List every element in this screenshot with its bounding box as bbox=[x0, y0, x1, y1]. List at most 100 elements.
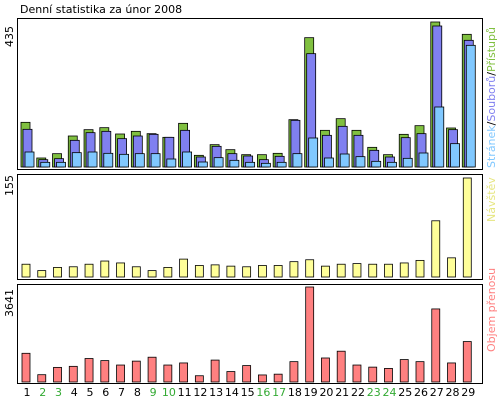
x-tick-label: 20 bbox=[319, 386, 334, 399]
x-tick-label: 25 bbox=[398, 386, 413, 399]
visits-bar bbox=[21, 263, 31, 278]
pages-bar bbox=[324, 157, 334, 168]
pages-bar bbox=[308, 137, 319, 168]
visits-bar bbox=[289, 261, 299, 278]
visits-bar bbox=[305, 259, 315, 278]
pages-bar bbox=[56, 161, 66, 168]
pages-bar bbox=[213, 157, 224, 168]
pages-bar bbox=[119, 153, 129, 168]
pages-bar bbox=[339, 153, 350, 168]
volume-bar bbox=[431, 308, 441, 383]
visits-bar bbox=[100, 260, 110, 278]
volume-bar bbox=[273, 373, 283, 383]
x-tick-label: 10 bbox=[161, 386, 176, 399]
pages-bar bbox=[465, 44, 476, 168]
volume-bar bbox=[179, 362, 189, 383]
visits-bar bbox=[352, 263, 362, 278]
visits-bar bbox=[447, 257, 456, 278]
pages-bar bbox=[292, 153, 303, 168]
pages-bar bbox=[355, 156, 366, 168]
volume-bar bbox=[226, 371, 236, 383]
x-tick-label: 13 bbox=[209, 386, 224, 399]
x-tick-label: 2 bbox=[39, 386, 47, 399]
x-tick-label: 9 bbox=[149, 386, 157, 399]
visits-bar bbox=[179, 258, 189, 278]
pages-bar bbox=[197, 161, 208, 168]
x-tick-label: 15 bbox=[240, 386, 255, 399]
volume-bar bbox=[37, 374, 47, 383]
pages-bar bbox=[387, 161, 397, 168]
visits-bar bbox=[336, 263, 346, 278]
volume-bar bbox=[116, 364, 125, 383]
volume-bar bbox=[53, 366, 62, 383]
pages-bar bbox=[371, 160, 382, 168]
visits-bar bbox=[242, 266, 252, 278]
x-tick-label: 22 bbox=[350, 386, 365, 399]
x-tick-label: 6 bbox=[102, 386, 110, 399]
x-tick-label: 7 bbox=[118, 386, 126, 399]
pages-bar bbox=[150, 153, 161, 168]
x-tick-label: 27 bbox=[429, 386, 444, 399]
volume-bar bbox=[210, 359, 220, 383]
volume-bar bbox=[257, 374, 267, 383]
volume-bar bbox=[336, 350, 346, 383]
pages-bar bbox=[434, 106, 445, 168]
volume-bar bbox=[84, 358, 94, 383]
x-tick-label: 17 bbox=[272, 386, 287, 399]
pages-bar bbox=[276, 161, 287, 168]
volume-bar bbox=[21, 352, 31, 383]
volume-bar bbox=[415, 361, 425, 383]
visits-bar bbox=[462, 177, 472, 278]
pages-bar bbox=[87, 151, 98, 168]
x-tick-label: 21 bbox=[335, 386, 350, 399]
volume-bar bbox=[163, 364, 173, 383]
visits-bar bbox=[163, 267, 173, 278]
visits-bar bbox=[415, 259, 425, 278]
volume-bar bbox=[68, 365, 78, 383]
visits-bar bbox=[131, 266, 141, 278]
pages-bar bbox=[71, 152, 82, 168]
pages-bar bbox=[40, 161, 51, 168]
visits-bar bbox=[321, 265, 330, 278]
volume-bar bbox=[462, 341, 472, 383]
x-tick-label: 16 bbox=[256, 386, 271, 399]
x-tick-label: 3 bbox=[55, 386, 63, 399]
visits-bar bbox=[68, 266, 78, 278]
pages-bar bbox=[245, 161, 256, 168]
visits-bar bbox=[399, 262, 409, 278]
volume-bar bbox=[147, 356, 157, 383]
x-tick-label: 19 bbox=[303, 386, 318, 399]
pages-bar bbox=[24, 151, 35, 168]
visits-bar bbox=[53, 267, 62, 278]
visits-bar bbox=[37, 270, 47, 278]
visits-bar bbox=[226, 265, 236, 278]
x-tick-label: 29 bbox=[461, 386, 476, 399]
x-tick-label: 12 bbox=[193, 386, 208, 399]
visits-bar bbox=[147, 270, 157, 278]
x-tick-label: 5 bbox=[86, 386, 94, 399]
volume-bar bbox=[352, 364, 362, 383]
volume-bar bbox=[242, 365, 252, 383]
volume-bar bbox=[289, 361, 299, 383]
visits-bar bbox=[194, 265, 204, 278]
x-tick-label: 23 bbox=[366, 386, 381, 399]
pages-bar bbox=[450, 143, 460, 168]
pages-bar bbox=[418, 152, 429, 168]
x-tick-label: 14 bbox=[224, 386, 239, 399]
visits-bar bbox=[384, 263, 393, 278]
x-tick-label: 11 bbox=[177, 386, 192, 399]
x-tick-label: 18 bbox=[287, 386, 302, 399]
pages-bar bbox=[182, 151, 193, 168]
pages-bar bbox=[134, 153, 145, 168]
volume-bar bbox=[447, 362, 456, 383]
volume-bar bbox=[100, 360, 110, 383]
visits-bar bbox=[116, 262, 125, 278]
volume-bar bbox=[368, 366, 378, 383]
x-tick-label: 4 bbox=[70, 386, 78, 399]
chart-title: Denní statistika za únor 2008 bbox=[20, 3, 183, 16]
visits-panel bbox=[17, 174, 483, 280]
x-tick-label: 26 bbox=[414, 386, 428, 399]
pages-bar bbox=[166, 158, 177, 168]
